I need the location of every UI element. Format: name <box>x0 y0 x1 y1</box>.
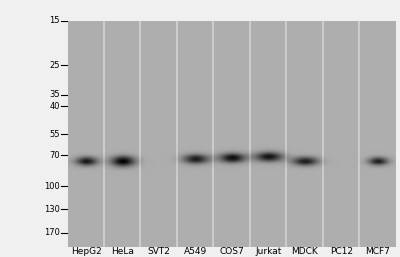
Text: 170: 170 <box>44 228 60 237</box>
Text: HeLa: HeLa <box>111 247 134 256</box>
Text: 55: 55 <box>49 130 60 139</box>
Text: HepG2: HepG2 <box>71 247 102 256</box>
Text: 130: 130 <box>44 205 60 214</box>
Text: 40: 40 <box>49 102 60 111</box>
Text: SVT2: SVT2 <box>148 247 170 256</box>
Text: PC12: PC12 <box>330 247 353 256</box>
Text: 100: 100 <box>44 182 60 191</box>
Text: 70: 70 <box>49 151 60 160</box>
Text: COS7: COS7 <box>220 247 244 256</box>
Text: Jurkat: Jurkat <box>255 247 282 256</box>
Text: 15: 15 <box>49 16 60 25</box>
Text: A549: A549 <box>184 247 207 256</box>
Text: MDCK: MDCK <box>292 247 318 256</box>
Text: 35: 35 <box>49 90 60 99</box>
Text: 25: 25 <box>49 61 60 70</box>
Text: MCF7: MCF7 <box>365 247 390 256</box>
